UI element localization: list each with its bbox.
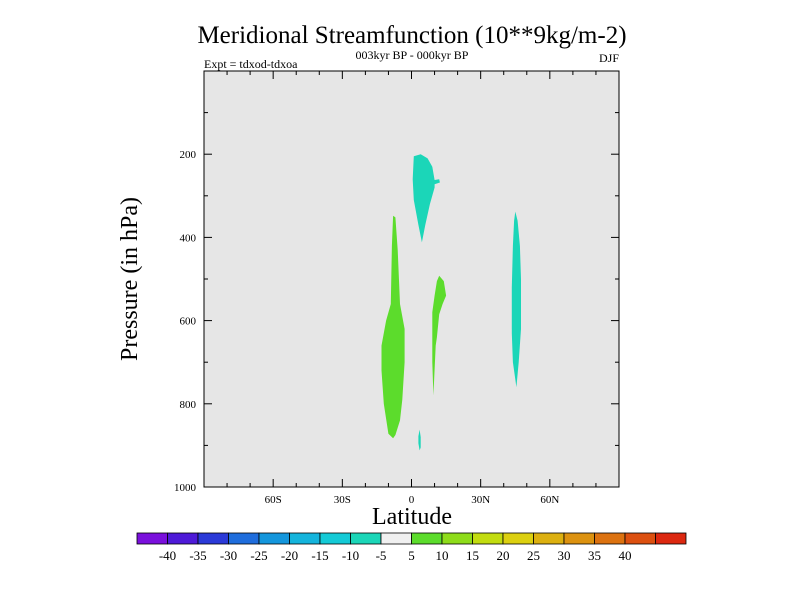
colorbar-label: -15 (311, 548, 328, 563)
chart-subtitle-right: DJF (599, 51, 619, 65)
x-tick-label: 30S (334, 494, 351, 506)
colorbar-swatch (380, 532, 412, 545)
colorbar-label: 40 (619, 548, 632, 563)
y-axis-label: Pressure (in hPa) (117, 197, 143, 361)
contour-region-northern-tropical-cell (432, 275, 447, 396)
colorbar-label: -25 (250, 548, 267, 563)
chart-title: Meridional Streamfunction (10**9kg/m-2) (197, 22, 626, 49)
colorbar-label: -5 (376, 548, 387, 563)
contour-regions (381, 154, 521, 451)
colorbar (136, 532, 687, 545)
contour-region-near-surface-cell (418, 429, 421, 451)
colorbar-swatch (228, 532, 260, 545)
colorbar-label: 5 (408, 548, 415, 563)
colorbar-label: -10 (342, 548, 359, 563)
colorbar-swatch (563, 532, 595, 545)
x-axis-label: Latitude (372, 504, 452, 530)
colorbar-label: 20 (497, 548, 510, 563)
colorbar-swatch (319, 532, 351, 545)
plot-area (204, 71, 619, 487)
colorbar-swatch (350, 532, 382, 545)
colorbar-swatch (136, 532, 168, 545)
colorbar-swatch (411, 532, 443, 545)
chart-subtitle-center: 003kyr BP - 000kyr BP (356, 48, 469, 62)
colorbar-swatch (594, 532, 626, 545)
y-tick-label: 800 (180, 399, 197, 411)
colorbar-label: -40 (159, 548, 176, 563)
contour-region-northern-midlatitude-cell (511, 211, 521, 388)
contour-region-southern-tropical-cell (381, 215, 405, 439)
colorbar-label: -30 (220, 548, 237, 563)
colorbar-label: -35 (189, 548, 206, 563)
colorbar-swatch (289, 532, 321, 545)
colorbar-swatch (441, 532, 473, 545)
y-tick-label: 1000 (174, 482, 197, 494)
chart-subtitle-left: Expt = tdxod-tdxoa (204, 57, 298, 71)
colorbar-label: 15 (466, 548, 479, 563)
x-tick-label: 60N (540, 494, 559, 506)
y-tick-label: 400 (180, 232, 197, 244)
y-tick-label: 600 (180, 316, 197, 328)
contour-region-upper-tropical-cell (412, 154, 440, 243)
colorbar-swatch (624, 532, 656, 545)
colorbar-swatch (502, 532, 534, 545)
colorbar-label: 25 (527, 548, 540, 563)
colorbar-swatch (167, 532, 199, 545)
x-tick-label: 30N (471, 494, 490, 506)
colorbar-label: 30 (558, 548, 571, 563)
colorbar-label: 35 (588, 548, 601, 563)
x-tick-label: 60S (265, 494, 282, 506)
colorbar-label: -20 (281, 548, 298, 563)
colorbar-swatch (258, 532, 290, 545)
axis-ticks (204, 71, 619, 487)
tick-labels: 60S 30S 0 30N 60N 200 400 600 800 1000 (174, 149, 559, 506)
y-tick-label: 200 (180, 149, 197, 161)
colorbar-swatch (533, 532, 565, 545)
colorbar-swatch (197, 532, 229, 545)
colorbar-swatch (472, 532, 504, 545)
x-tick-label: 0 (409, 494, 415, 506)
plot-frame (203, 70, 620, 488)
colorbar-swatch (655, 532, 687, 545)
colorbar-labels: -40 -35 -30 -25 -20 -15 -10 -5 5 10 15 20 25 30 35 40 (159, 548, 632, 563)
colorbar-label: 10 (436, 548, 449, 563)
